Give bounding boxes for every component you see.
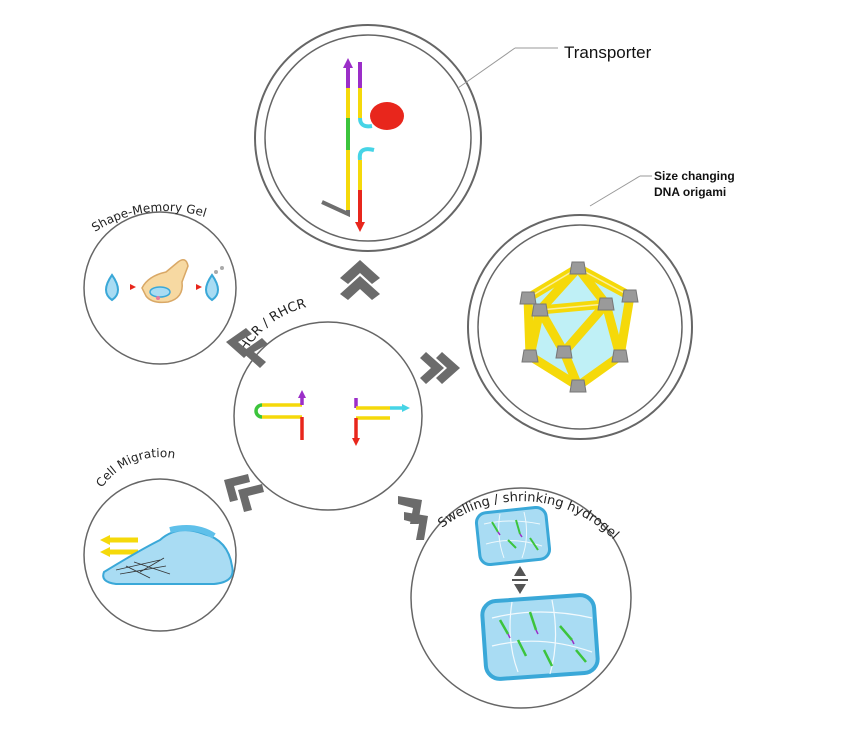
hand-icon [141,259,189,304]
hydrogel-cube-large [480,593,600,681]
center-label: HCR / RHCR [237,296,308,354]
hairpin-right [352,398,410,446]
transporter-leader [457,47,516,89]
cell-icon [102,525,234,585]
icosahedron-icon [519,261,639,393]
origami-label-line1: Size changing [654,169,735,183]
chevron-down-right-icon [398,496,428,540]
transporter-panel: Transporter [254,24,652,252]
hairpin-left [254,390,306,440]
origami-leader [589,175,641,207]
dna-strand-left [321,58,353,218]
swap-arrow-icon [512,566,528,594]
dna-strand-right [355,62,375,232]
origami-label-line2: DNA origami [654,185,726,199]
cell-migration-panel: Cell Migration [83,446,237,632]
hydrogel-panel: Swelling / shrinking hydrogel [410,487,632,709]
cargo-particle [370,102,404,130]
origami-panel: Size changing DNA origami [467,169,735,440]
shape-memory-label: Shape-Memory Gel [89,200,208,235]
water-drop-icon [105,273,219,302]
chevron-down-left-icon [224,474,264,512]
transporter-label: Transporter [564,43,652,62]
shape-memory-panel: Shape-Memory Gel [83,200,237,365]
migration-arrows [100,535,138,557]
hydrogel-cube-icon [474,505,552,567]
hcr-center-panel: HCR / RHCR [233,296,423,511]
chevron-up-icon [340,260,380,300]
chevron-up-left-icon [226,328,268,368]
svg-text:HCR / RHCR: HCR / RHCR [237,296,308,354]
svg-text:Shape-Memory Gel: Shape-Memory Gel [89,200,208,235]
chevron-right-icon [420,352,460,384]
